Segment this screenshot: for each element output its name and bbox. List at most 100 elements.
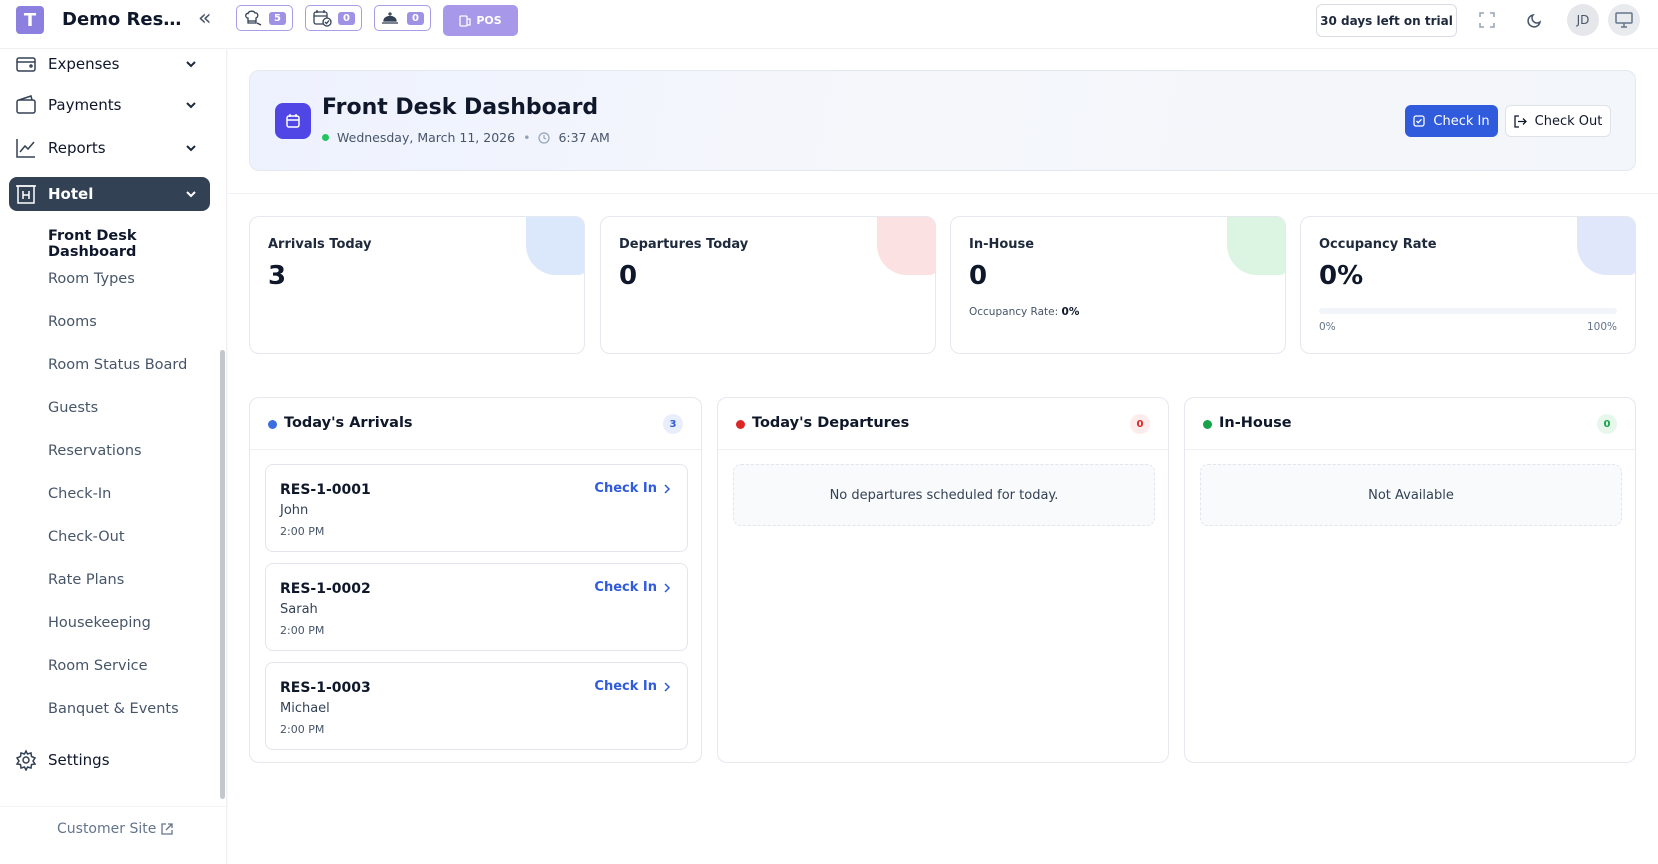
in-house-dot <box>1203 420 1212 429</box>
sidebar-item-settings[interactable]: Settings <box>9 743 210 777</box>
sidebar-item-label: Expenses <box>48 55 120 73</box>
sidebar-scrollbar[interactable] <box>220 350 225 799</box>
live-status-dot <box>322 134 329 141</box>
sidebar-sub-banquet-events[interactable]: Banquet & Events <box>48 701 179 717</box>
room-service-quick-count: 0 <box>407 11 424 25</box>
panel-title: Today's Arrivals <box>284 415 413 431</box>
panel-title: Today's Departures <box>752 415 910 431</box>
arrival-check-in-link[interactable]: Check In <box>594 580 671 595</box>
occupancy-sub-label: Occupancy Rate: <box>969 306 1059 318</box>
arrivals-dot <box>268 420 277 429</box>
trial-badge[interactable]: 30 days left on trial <box>1316 4 1457 37</box>
app-logo[interactable]: T <box>16 6 44 34</box>
card-decoration <box>1227 217 1285 275</box>
reservation-code: RES-1-0002 <box>280 581 371 597</box>
top-bar: T Demo Restaurant « 5 0 0 POS 30 days le… <box>0 0 1658 49</box>
stat-label: Departures Today <box>619 237 749 252</box>
pos-icon <box>459 14 471 27</box>
reservation-code: RES-1-0003 <box>280 680 371 696</box>
chevron-down-icon <box>186 145 196 152</box>
sidebar-sub-reservations[interactable]: Reservations <box>48 443 142 459</box>
panel-header: In-House 0 <box>1185 398 1635 450</box>
sidebar-sub-front-desk-dashboard[interactable]: Front Desk Dashboard <box>48 228 137 260</box>
reservations-quick-count: 0 <box>338 11 355 25</box>
payments-icon <box>16 95 36 114</box>
chevron-right-icon <box>664 681 671 692</box>
brand-name: Demo Restaurant <box>62 9 187 30</box>
fullscreen-icon[interactable] <box>1476 9 1498 31</box>
sidebar-sub-housekeeping[interactable]: Housekeeping <box>48 615 151 631</box>
arrivals-count-badge: 3 <box>663 414 683 434</box>
collapse-sidebar-icon[interactable]: « <box>198 6 212 31</box>
stat-card-occupancy: Occupancy Rate 0% 0% 100% <box>1300 216 1636 354</box>
clock-icon <box>538 131 551 144</box>
chevron-down-icon <box>186 61 196 68</box>
display-mode-icon[interactable] <box>1608 4 1640 36</box>
stat-label: Arrivals Today <box>268 237 372 252</box>
stat-card-in-house: In-House 0 Occupancy Rate: 0% <box>950 216 1286 354</box>
check-square-icon <box>1413 115 1426 127</box>
kitchen-orders-button[interactable]: 5 <box>236 5 293 31</box>
in-house-empty-state: Not Available <box>1200 464 1622 526</box>
chevron-down-icon <box>186 102 196 109</box>
stat-value: 3 <box>268 261 287 291</box>
sidebar-sub-rooms[interactable]: Rooms <box>48 314 97 330</box>
pos-button[interactable]: POS <box>443 5 518 36</box>
stat-card-arrivals: Arrivals Today 3 <box>249 216 585 354</box>
chef-icon <box>245 10 262 26</box>
chart-line-icon <box>16 139 35 158</box>
sidebar-item-expenses[interactable]: Expenses <box>9 47 210 81</box>
stat-label: In-House <box>969 237 1035 252</box>
check-in-link-label: Check In <box>594 481 657 496</box>
reservations-quick-button[interactable]: 0 <box>305 5 362 31</box>
sidebar-item-label: Settings <box>48 751 110 769</box>
dark-mode-icon[interactable] <box>1524 9 1546 31</box>
chevron-down-icon <box>186 191 196 198</box>
check-out-label: Check Out <box>1534 113 1603 129</box>
calendar-icon <box>275 103 311 139</box>
sidebar-sub-room-service[interactable]: Room Service <box>48 658 148 674</box>
departures-count-badge: 0 <box>1130 414 1150 434</box>
sidebar-sub-check-in[interactable]: Check-In <box>48 486 112 502</box>
guest-name: Sarah <box>280 602 318 617</box>
sidebar-sub-check-out[interactable]: Check-Out <box>48 529 125 545</box>
arrivals-panel: Today's Arrivals 3 RES-1-0001 John 2:00 … <box>249 397 702 763</box>
sidebar-item-reports[interactable]: Reports <box>9 131 210 165</box>
sidebar-item-label: Hotel <box>48 185 94 203</box>
stat-value: 0 <box>969 261 988 291</box>
arrival-card[interactable]: RES-1-0001 John 2:00 PM Check In <box>265 464 688 552</box>
sidebar-item-label: Payments <box>48 96 122 114</box>
departures-dot <box>736 420 745 429</box>
sidebar-item-payments[interactable]: Payments <box>9 88 210 122</box>
sidebar-sub-room-status-board[interactable]: Room Status Board <box>48 357 188 373</box>
arrival-card[interactable]: RES-1-0003 Michael 2:00 PM Check In <box>265 662 688 750</box>
stat-value: 0% <box>1319 261 1364 291</box>
sidebar-sub-guests[interactable]: Guests <box>48 400 99 416</box>
hero-card: Front Desk Dashboard Wednesday, March 11… <box>249 70 1636 171</box>
cloche-icon <box>382 12 398 24</box>
page-title: Front Desk Dashboard <box>322 95 599 120</box>
departures-empty-state: No departures scheduled for today. <box>733 464 1155 526</box>
arrival-check-in-link[interactable]: Check In <box>594 679 671 694</box>
card-decoration <box>877 217 935 275</box>
check-out-button[interactable]: Check Out <box>1505 105 1611 137</box>
occupancy-sub: Occupancy Rate: 0% <box>969 306 1079 318</box>
customer-site-link[interactable]: Customer Site <box>57 821 174 837</box>
user-avatar[interactable]: JD <box>1567 4 1599 36</box>
current-date: Wednesday, March 11, 2026 <box>337 130 516 145</box>
check-in-label: Check In <box>1433 113 1490 129</box>
sidebar-item-hotel[interactable]: Hotel <box>9 177 210 211</box>
panel-header: Today's Departures 0 <box>718 398 1168 450</box>
sidebar-sub-room-types[interactable]: Room Types <box>48 271 135 287</box>
stat-value: 0 <box>619 261 638 291</box>
panel-title: In-House <box>1219 415 1292 431</box>
arrival-card[interactable]: RES-1-0002 Sarah 2:00 PM Check In <box>265 563 688 651</box>
card-decoration <box>1577 217 1635 275</box>
in-house-count-badge: 0 <box>1597 414 1617 434</box>
pos-label: POS <box>476 14 502 27</box>
room-service-quick-button[interactable]: 0 <box>374 5 431 31</box>
arrival-time: 2:00 PM <box>280 723 325 736</box>
check-in-button[interactable]: Check In <box>1405 105 1498 137</box>
sidebar-sub-rate-plans[interactable]: Rate Plans <box>48 572 125 588</box>
arrival-check-in-link[interactable]: Check In <box>594 481 671 496</box>
